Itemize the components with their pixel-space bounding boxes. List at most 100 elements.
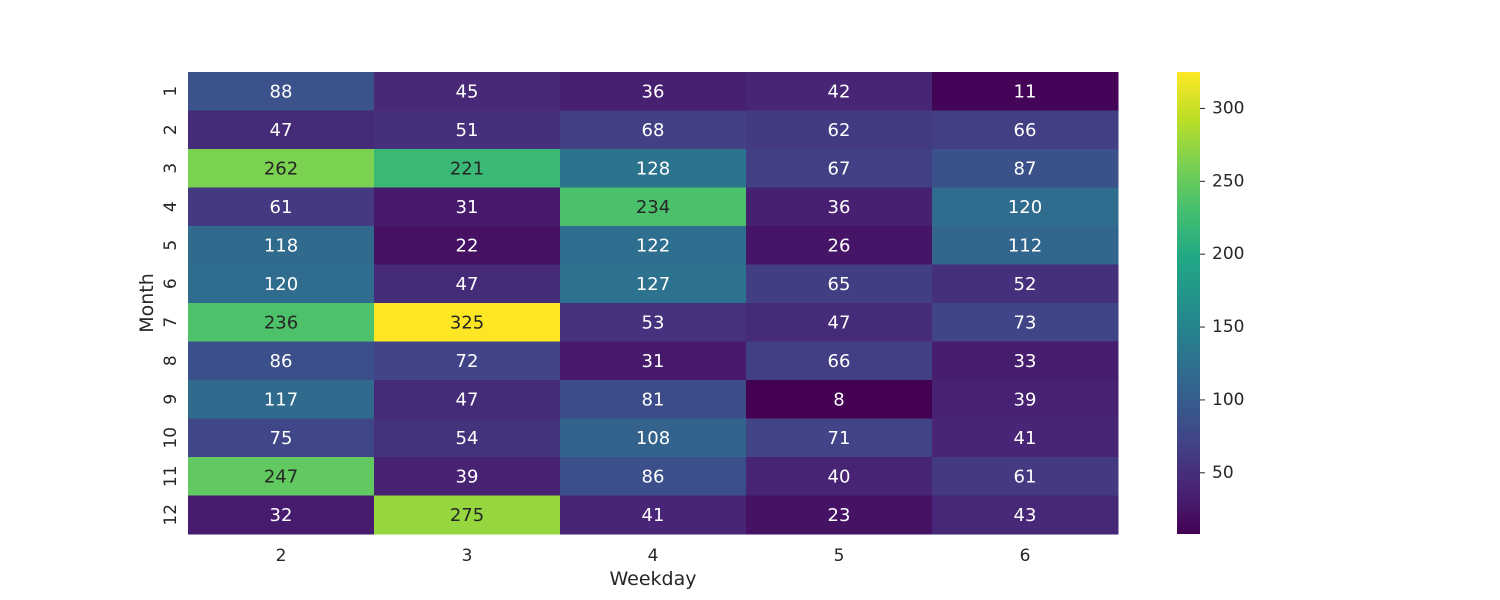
heatmap-cell-value: 81 [642,389,665,410]
heatmap-cell-value: 39 [456,466,479,487]
colorbar-tick-label: 50 [1212,463,1234,483]
y-tick-label: 11 [161,465,181,487]
y-tick-label: 6 [161,278,181,289]
heatmap-cell [188,457,375,496]
heatmap-cell-value: 8 [833,389,844,410]
heatmap-cell [746,226,933,265]
heatmap-cell [374,341,561,381]
heatmap-cell-value: 45 [456,81,479,102]
heatmap-cell-value: 118 [264,235,298,256]
heatmap-cell [746,341,933,381]
heatmap-cell-value: 234 [636,197,670,218]
x-tick-label: 5 [834,546,845,566]
y-tick-label: 3 [161,163,181,174]
heatmap-cell [374,226,561,265]
heatmap-cell-value: 262 [264,158,298,179]
heatmap-cell-value: 11 [1014,81,1037,102]
heatmap-cell-value: 36 [828,197,851,218]
heatmap-cell-value: 52 [1014,274,1037,295]
colorbar-gradient [1177,72,1200,534]
heatmap-cell-value: 108 [636,428,670,449]
heatmap-cell [560,226,747,265]
heatmap-cell [188,303,375,342]
heatmap-cell [746,303,933,342]
heatmap-cell-value: 120 [1008,197,1042,218]
colorbar-tick-label: 200 [1212,244,1244,264]
heatmap-cell [560,110,747,150]
heatmap-cell [932,380,1119,419]
heatmap-cell-value: 68 [642,120,665,141]
x-axis-title: Weekday [609,568,696,590]
heatmap-cell [932,418,1119,458]
heatmap-cell [746,149,933,188]
heatmap-cell-value: 31 [642,351,665,372]
heatmap-cell-value: 41 [642,505,665,526]
heatmap-cell [188,226,375,265]
y-tick-label: 2 [161,124,181,135]
heatmap-cell-value: 122 [636,235,670,256]
heatmap-cell-value: 88 [270,81,293,102]
heatmap-cell-value: 221 [450,158,484,179]
heatmap-cell [746,418,933,458]
colorbar: 50 100 150 200 250 300 [1177,72,1244,534]
heatmap-cell-value: 65 [828,274,851,295]
heatmap-cell-value: 112 [1008,235,1042,256]
heatmap-cell-value: 26 [828,235,851,256]
heatmap-cell [746,380,933,419]
heatmap-cell-value: 67 [828,158,851,179]
heatmap-cell-value: 117 [264,389,298,410]
heatmap-cell [746,110,933,150]
heatmap-cell [374,303,561,342]
heatmap-cell [374,187,561,227]
heatmap-cell [560,72,747,111]
x-tick-label: 6 [1020,546,1031,566]
heatmap-cell [374,457,561,496]
colorbar-tick-label: 300 [1212,98,1244,118]
heatmap-cell [560,149,747,188]
heatmap-cell-value: 42 [828,81,851,102]
heatmap-cell-value: 66 [828,351,851,372]
heatmap-cell [746,264,933,304]
colorbar-ticks: 50 100 150 200 250 300 [1200,98,1244,483]
heatmap-cell [188,341,375,381]
heatmap-cell [188,264,375,304]
heatmap-cell [560,380,747,419]
colorbar-tick-label: 100 [1212,390,1244,410]
y-tick-label: 9 [161,394,181,405]
heatmap-cell-value: 33 [1014,351,1037,372]
heatmap-cell-value: 62 [828,120,851,141]
y-tick-label: 8 [161,355,181,366]
heatmap-cell [188,380,375,419]
heatmap-cell [188,418,375,458]
heatmap-cell [932,226,1119,265]
heatmap-cell-value: 86 [270,351,293,372]
x-tick-label: 4 [648,546,659,566]
heatmap-cell-value: 66 [1014,120,1037,141]
heatmap-cell [932,149,1119,188]
heatmap-cell-value: 22 [456,235,479,256]
heatmap-cell [746,72,933,111]
heatmap-cell [560,303,747,342]
heatmap-cell [560,418,747,458]
heatmap-cell [560,341,747,381]
heatmap-cell [374,110,561,150]
heatmap-cell [374,264,561,304]
x-tick-label: 2 [276,546,287,566]
heatmap-cell [932,341,1119,381]
heatmap-cell-value: 72 [456,351,479,372]
heatmap-cell-value: 75 [270,428,293,449]
heatmap-cell-value: 247 [264,466,298,487]
heatmap-cell-value: 87 [1014,158,1037,179]
heatmap-cell [932,264,1119,304]
heatmap-cell [932,303,1119,342]
heatmap-cell [374,380,561,419]
heatmap-cell [188,72,375,111]
heatmap-cell [188,110,375,150]
heatmap-cells [188,72,1119,535]
colorbar-tick-label: 250 [1212,171,1244,191]
y-tick-label: 1 [161,86,181,97]
heatmap-cell-value: 53 [642,312,665,333]
heatmap-cell [560,495,747,535]
heatmap-cell-value: 54 [456,428,479,449]
